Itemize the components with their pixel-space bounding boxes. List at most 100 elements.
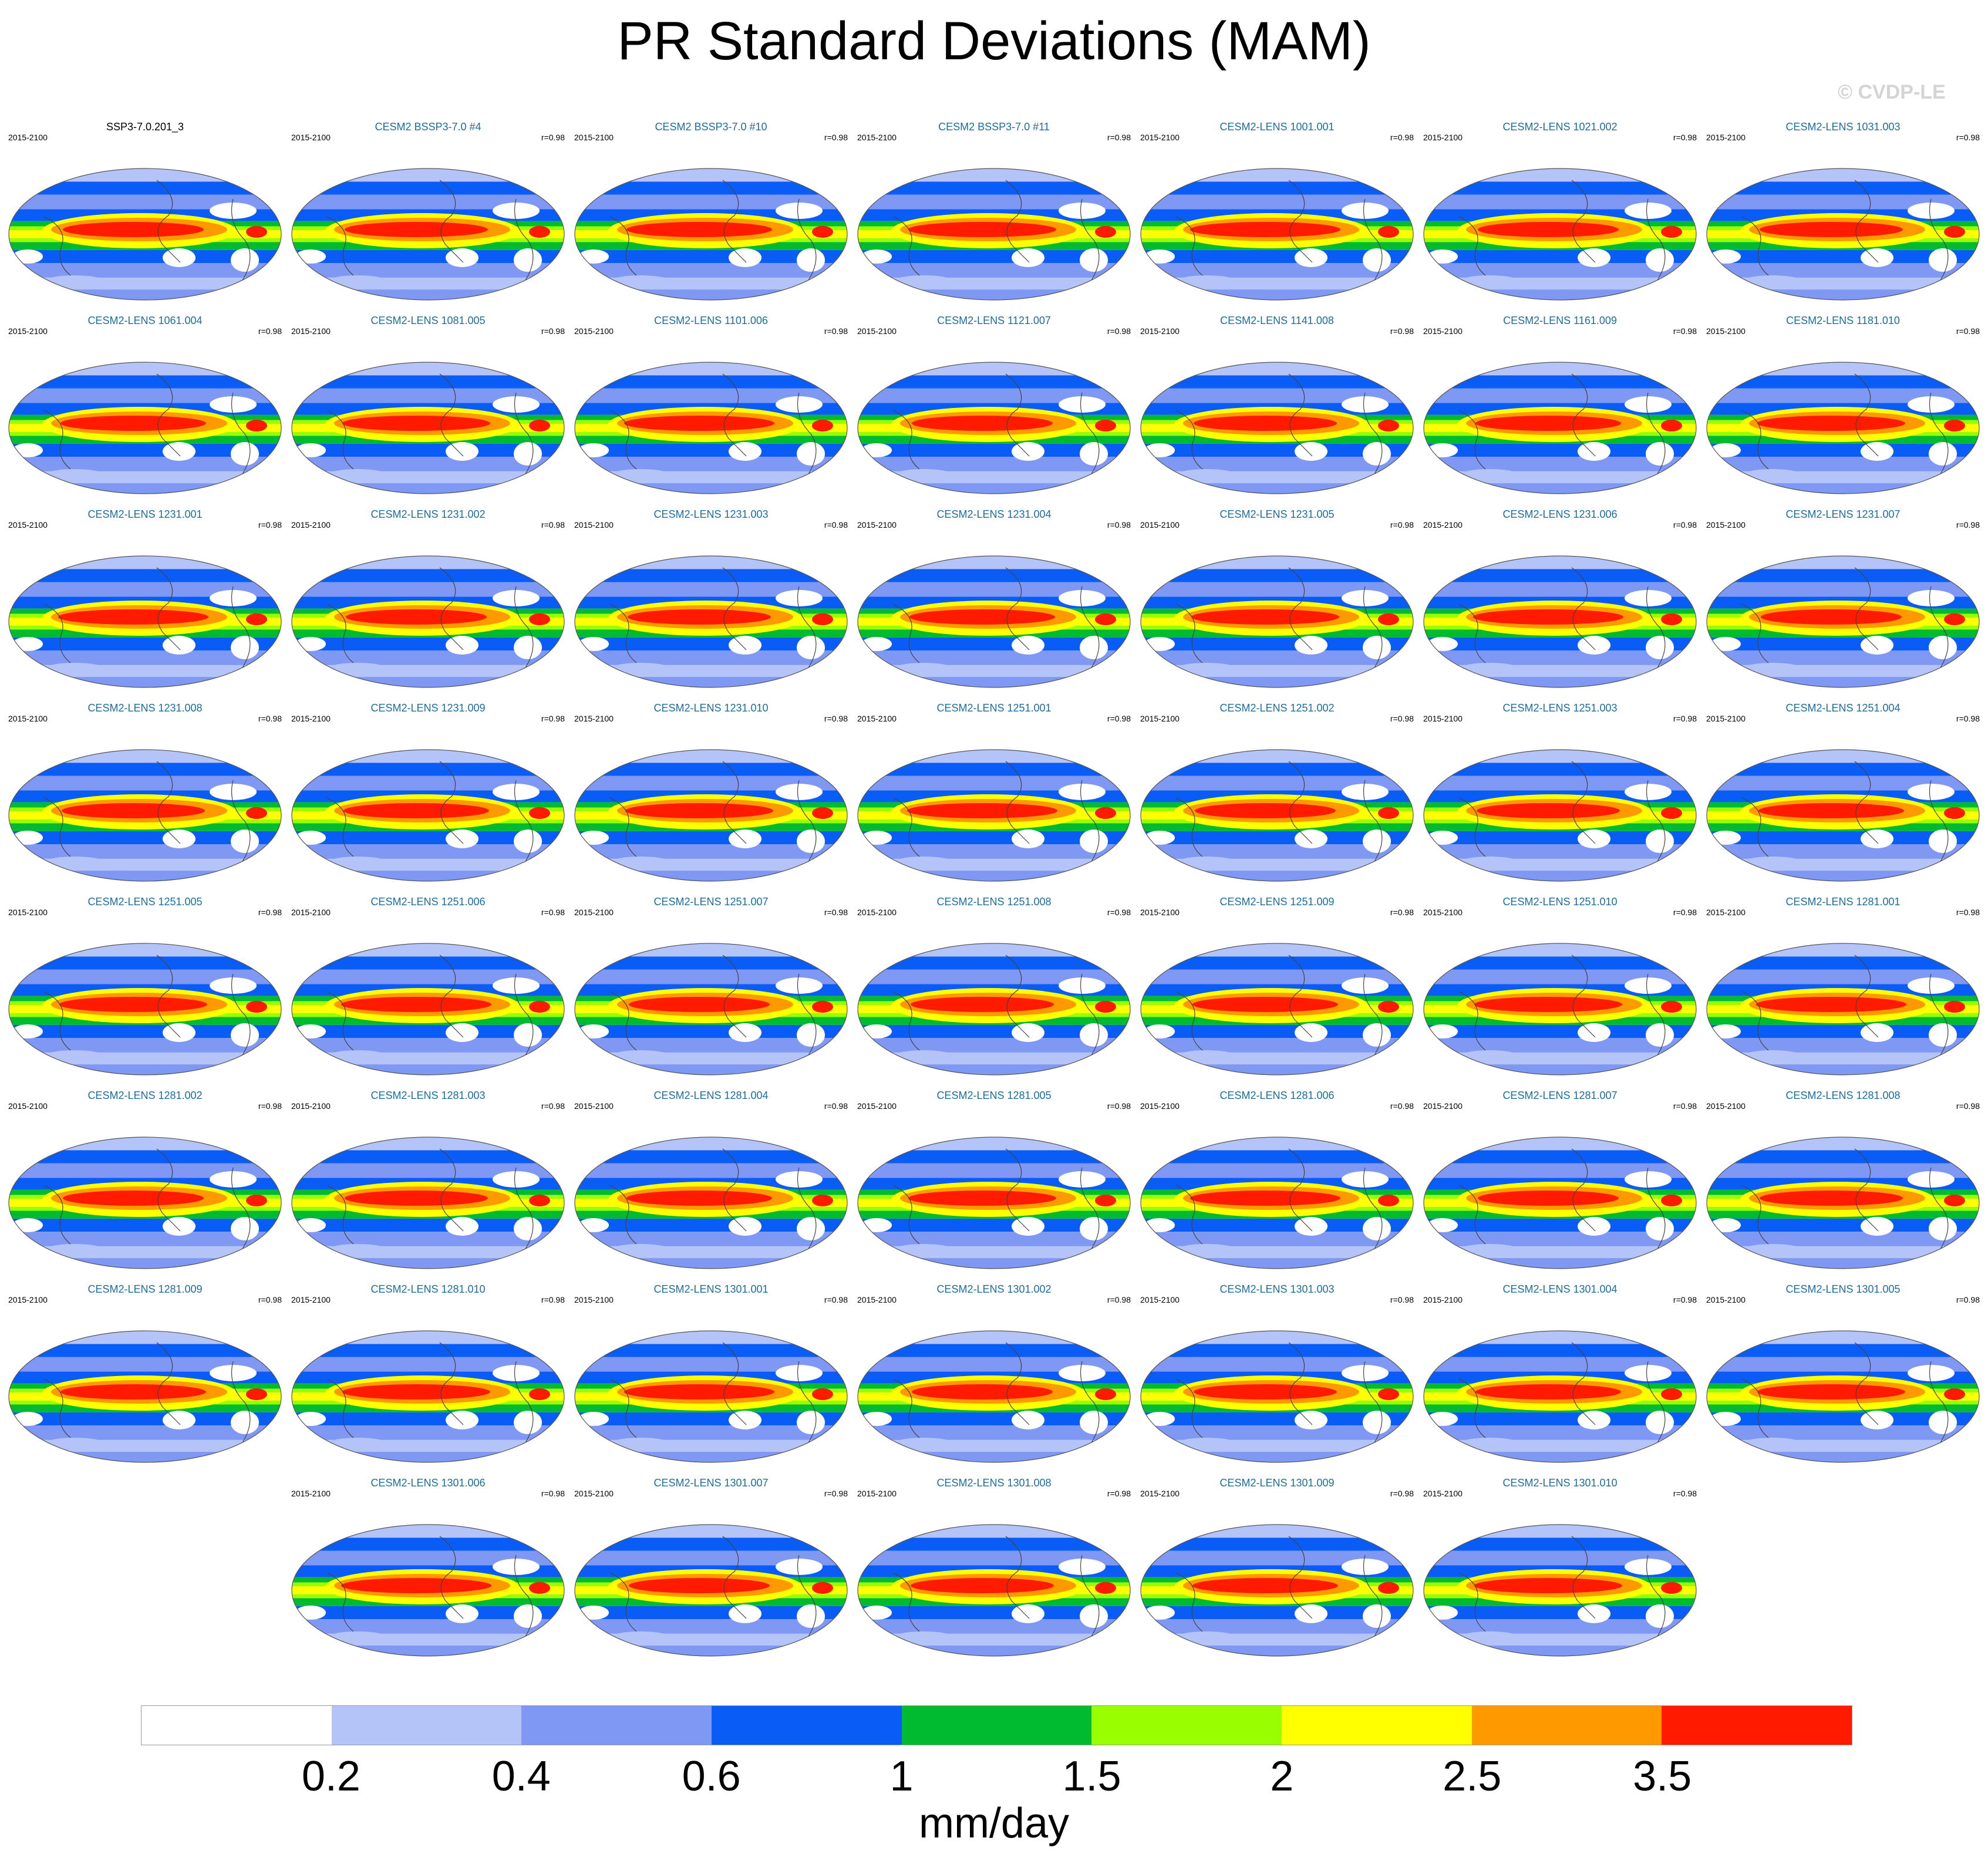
dry-zone: [1908, 784, 1955, 800]
figure-title: PR Standard Deviations (MAM): [617, 11, 1371, 71]
panel-correlation: r=0.98: [824, 326, 848, 336]
map-field: [9, 750, 281, 881]
dry-zone: [1177, 856, 1236, 868]
precip-band: [9, 181, 281, 195]
coastline: [1288, 761, 1313, 844]
precip-band: [1478, 1191, 1619, 1206]
coastline: [1175, 216, 1203, 276]
dry-zone: [45, 469, 104, 481]
coastline: [43, 991, 71, 1051]
dry-zone: [611, 1244, 670, 1256]
dry-zone: [1363, 1217, 1391, 1240]
coastline: [1741, 410, 1769, 470]
coastline: [514, 392, 534, 476]
map-field: [1424, 168, 1696, 300]
dry-zone: [1177, 1050, 1236, 1062]
precip-band: [1424, 289, 1696, 300]
panel-period: 2015-2100: [1423, 1101, 1463, 1111]
precip-band: [858, 375, 1130, 389]
map-plot: [857, 943, 1131, 1075]
dry-zone: [1342, 1559, 1389, 1575]
precip-band: [624, 1384, 774, 1400]
coastline: [892, 1572, 920, 1632]
precip-band: [1424, 637, 1696, 651]
map-panel: CESM2-LENS 1161.009 2015-2100 r=0.98: [1421, 315, 1699, 504]
map-field: [1424, 362, 1696, 494]
map-plot: [1423, 1330, 1697, 1463]
map-plot: [1423, 1137, 1697, 1269]
dry-zone: [1578, 442, 1610, 461]
panel-title: CESM2-LENS 1281.002: [87, 1090, 203, 1101]
dry-zone: [1646, 1411, 1674, 1434]
precip-band: [1757, 1384, 1905, 1400]
precip-band: [9, 1218, 281, 1232]
coastline: [1646, 586, 1666, 669]
panel-title: CESM2-LENS 1251.006: [370, 896, 486, 908]
precip-band: [292, 943, 564, 957]
panel-period: 2015-2100: [574, 520, 614, 530]
dry-zone: [776, 1559, 823, 1575]
panel-title: CESM2-LENS 1251.010: [1502, 896, 1618, 908]
dry-zone: [45, 1050, 104, 1062]
dry-zone: [1059, 396, 1106, 413]
panel-title: CESM2-LENS 1231.004: [936, 508, 1052, 520]
coastline: [326, 410, 354, 470]
precip-band: [1424, 677, 1696, 687]
colorbar: [141, 1705, 1852, 1745]
panel-period: 2015-2100: [291, 714, 331, 723]
map-field: [858, 1525, 1130, 1656]
panel-title: CESM2-LENS 1301.010: [1502, 1477, 1618, 1489]
map-plot: [1140, 555, 1414, 688]
map-field: [292, 168, 564, 300]
precip-band: [1661, 420, 1682, 431]
map-plot: [1423, 555, 1697, 688]
precip-band: [858, 1024, 1130, 1038]
precip-band: [1141, 1537, 1413, 1551]
panel-title: SSP3-7.0.201_3: [106, 121, 184, 133]
precip-band: [292, 1331, 564, 1344]
map-plot: [291, 1137, 565, 1269]
map-panel: CESM2-LENS 1231.003 2015-2100 r=0.98: [572, 508, 850, 697]
dry-zone: [1625, 1559, 1672, 1575]
map-border: [574, 943, 848, 1075]
precip-band: [1424, 1412, 1696, 1426]
precip-band: [1141, 443, 1413, 457]
panel-period: 2015-2100: [857, 714, 897, 723]
precip-band: [246, 1195, 267, 1206]
dry-zone: [1460, 275, 1519, 287]
coastline: [439, 1148, 464, 1232]
map-border: [857, 943, 1131, 1075]
panel-title: CESM2-LENS 1231.003: [653, 508, 769, 520]
precip-band: [1707, 677, 1979, 687]
coastline: [156, 373, 181, 457]
map-field: [575, 1137, 847, 1269]
dry-zone: [1578, 1023, 1610, 1042]
precip-band: [1141, 943, 1413, 957]
panel-period: 2015-2100: [1706, 1295, 1746, 1304]
map-border: [1140, 943, 1414, 1075]
precip-band: [575, 1150, 847, 1164]
precip-band: [575, 637, 847, 651]
map-panel: CESM2-LENS 1251.001 2015-2100 r=0.98: [855, 702, 1133, 891]
panel-correlation: r=0.98: [541, 1101, 565, 1111]
precip-band: [1661, 613, 1682, 625]
precip-band: [246, 420, 267, 431]
precip-band: [1944, 420, 1965, 431]
coastline: [722, 1148, 747, 1232]
panel-title: CESM2-LENS 1031.003: [1785, 121, 1901, 133]
precip-band: [292, 1412, 564, 1426]
dry-zone: [45, 1244, 104, 1256]
coastline: [1005, 1342, 1030, 1425]
precip-band: [1707, 1344, 1979, 1357]
map-border: [1706, 168, 1980, 301]
map-panel: CESM2-LENS 1231.010 2015-2100 r=0.98: [572, 702, 850, 891]
map-panel: CESM2-LENS 1281.009 2015-2100 r=0.98: [6, 1283, 284, 1472]
dry-zone: [1625, 203, 1672, 219]
dry-zone: [163, 248, 196, 267]
coastline: [609, 1572, 637, 1632]
map-plot: [1423, 943, 1697, 1075]
panel-correlation: r=0.98: [1390, 714, 1414, 723]
dry-zone: [1342, 1365, 1389, 1381]
colorbar-tick-label: 1: [889, 1753, 914, 1800]
panel-period: 2015-2100: [291, 1295, 331, 1304]
